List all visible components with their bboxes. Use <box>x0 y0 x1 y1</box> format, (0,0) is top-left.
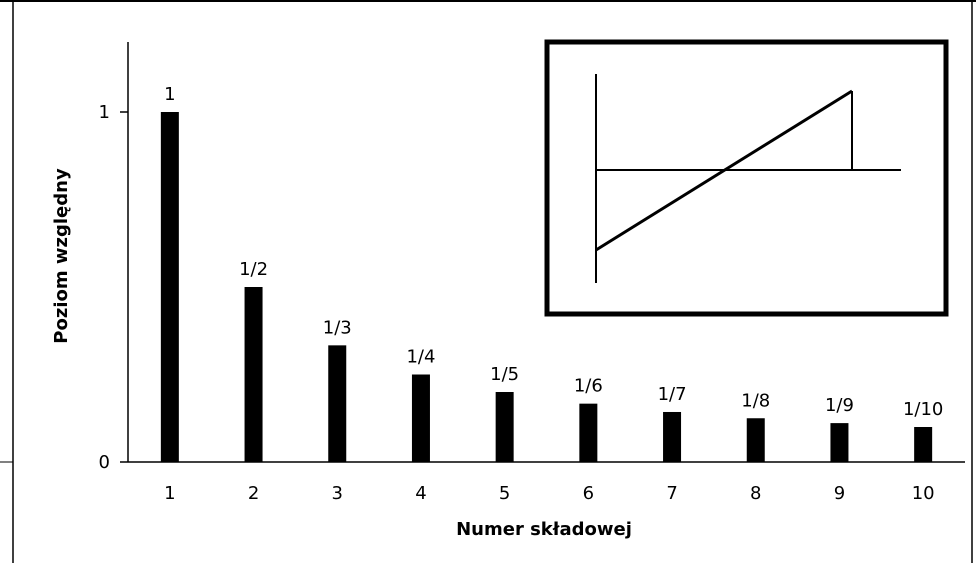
bars-group <box>160 112 933 462</box>
x-tick-label-4: 4 <box>415 483 426 504</box>
bar-10 <box>914 427 933 462</box>
x-tick-label-1: 1 <box>164 483 175 504</box>
x-tick-label-7: 7 <box>666 483 677 504</box>
value-labels-group: 1 1/2 1/3 1/4 1/5 1/6 1/7 1/8 1/9 1/10 <box>164 84 943 420</box>
x-tick-labels-group: 1 2 3 4 5 6 7 8 9 10 <box>164 483 934 504</box>
x-tick-label-8: 8 <box>750 483 761 504</box>
data-label-7: 1/7 <box>658 384 687 405</box>
inset-sawtooth-ramp <box>595 89 853 252</box>
x-tick-label-9: 9 <box>834 483 845 504</box>
bar-6 <box>579 403 598 462</box>
x-tick-label-5: 5 <box>499 483 510 504</box>
x-tick-label-2: 2 <box>248 483 259 504</box>
bar-1 <box>160 112 179 462</box>
data-label-5: 1/5 <box>490 364 519 385</box>
x-tick-label-6: 6 <box>583 483 594 504</box>
bar-8 <box>746 418 765 462</box>
bar-2 <box>244 287 263 462</box>
data-label-9: 1/9 <box>825 395 854 416</box>
data-label-1: 1 <box>164 84 175 105</box>
inset-waveform-box <box>544 39 949 317</box>
x-tick-label-3: 3 <box>332 483 343 504</box>
data-label-2: 1/2 <box>239 259 268 280</box>
x-axis-title: Numer składowej <box>456 519 632 540</box>
data-label-6: 1/6 <box>574 376 603 397</box>
data-label-8: 1/8 <box>741 390 770 411</box>
inset-frame <box>544 39 949 317</box>
data-label-3: 1/3 <box>323 317 352 338</box>
bar-4 <box>411 374 430 462</box>
data-label-10: 1/10 <box>903 399 943 420</box>
y-axis-title: Poziom względny <box>51 168 72 344</box>
data-label-4: 1/4 <box>406 347 435 368</box>
bar-3 <box>328 345 347 462</box>
x-tick-label-10: 10 <box>912 483 935 504</box>
bar-9 <box>830 423 849 462</box>
bar-7 <box>663 411 682 462</box>
bar-5 <box>495 392 514 462</box>
y-tick-label-1: 1 <box>99 102 110 123</box>
y-tick-label-0: 0 <box>99 452 110 473</box>
